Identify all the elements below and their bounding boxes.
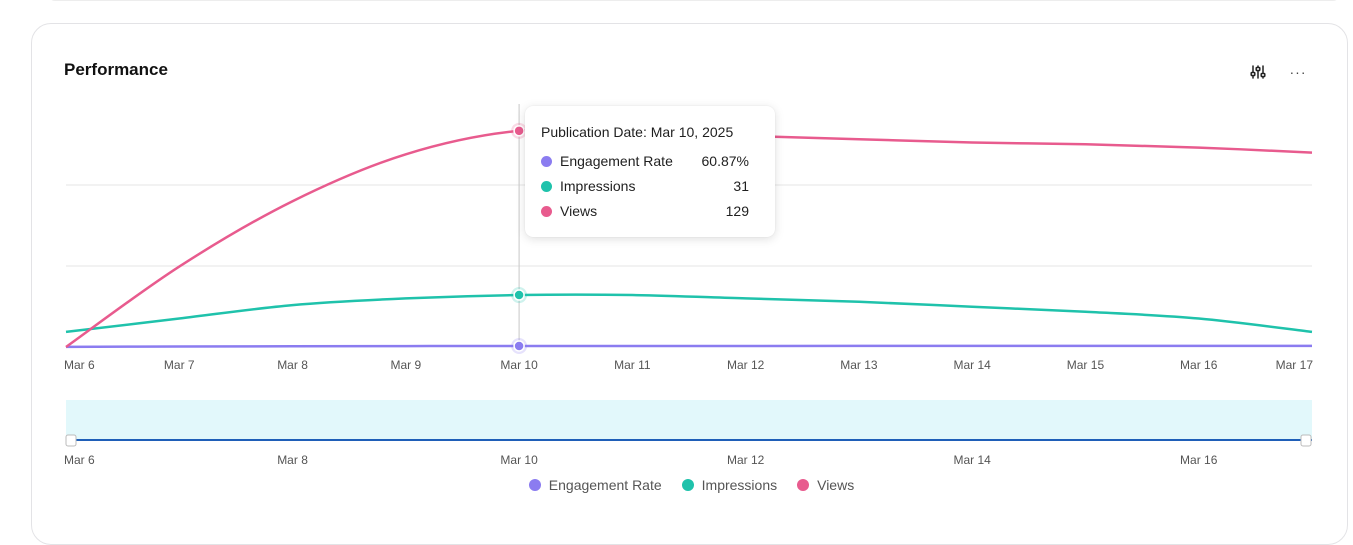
legend-label: Engagement Rate: [548, 477, 662, 493]
point-views: [513, 125, 525, 137]
x-tick-label: Mar 8: [277, 358, 308, 372]
series-line-engagement: [65, 344, 1313, 349]
x-tick-label: Mar 11: [614, 358, 651, 372]
tooltip-row-engagement: Engagement Rate 60.87%: [541, 152, 749, 170]
x-tick-label: Mar 17: [1276, 358, 1314, 372]
legend-item-engagement[interactable]: Engagement Rate: [528, 477, 662, 493]
series-line-impressions: [65, 293, 1313, 334]
tooltip-label: Engagement Rate: [560, 153, 673, 169]
engagement-dot-icon: [541, 155, 552, 167]
tooltip-value: 31: [733, 178, 749, 194]
x-tick-label: Mar 16: [1180, 358, 1218, 372]
tooltip-value: 60.87%: [701, 153, 749, 169]
tooltip-row-impressions: Impressions 31: [541, 177, 749, 195]
views-dot-icon: [797, 479, 810, 491]
views-dot-icon: [541, 205, 552, 217]
more-horizontal-icon[interactable]: ···: [1289, 64, 1307, 80]
brush-tick-label: Mar 10: [500, 453, 538, 467]
highlight-points: [511, 122, 528, 354]
tooltip-value: 129: [725, 203, 749, 219]
range-brush: Mar 6 Mar 8 Mar 10 Mar 12 Mar 14 Mar 16: [64, 400, 1312, 467]
engagement-dot-icon: [528, 479, 541, 491]
brush-area: [66, 400, 1312, 440]
tooltip-row-views: Views 129: [541, 202, 749, 220]
performance-chart: Mar 6 Mar 7 Mar 8 Mar 9 Mar 10 Mar 11 Mar 12 Ma…: [64, 104, 1313, 467]
legend-label: Views: [817, 477, 855, 493]
tooltip-title: Publication Date: Mar 10, 2025: [541, 124, 734, 140]
point-engagement: [513, 340, 525, 352]
x-axis: Mar 6 Mar 7 Mar 8 Mar 9 Mar 10 Mar 11 Mar 12 Ma…: [64, 358, 1313, 372]
impressions-dot-icon: [541, 180, 552, 192]
point-impressions: [513, 289, 525, 301]
x-tick-label: Mar 10: [500, 358, 538, 372]
legend-item-views[interactable]: Views: [797, 477, 854, 493]
tooltip-label: Impressions: [560, 178, 636, 194]
tooltip-label: Views: [560, 203, 598, 219]
brush-tick-label: Mar 12: [727, 453, 765, 467]
x-tick-label: Mar 12: [727, 358, 765, 372]
x-tick-label: Mar 9: [390, 358, 421, 372]
x-tick-label: Mar 7: [164, 358, 195, 372]
x-tick-label: Mar 13: [840, 358, 878, 372]
x-tick-label: Mar 6: [64, 358, 95, 372]
chart-legend: Engagement Rate Impressions Views: [0, 477, 1353, 493]
brush-tick-label: Mar 14: [954, 453, 992, 467]
brush-handle-left-icon[interactable]: [65, 434, 77, 447]
sliders-icon[interactable]: [1247, 61, 1269, 83]
x-tick-label: Mar 14: [954, 358, 992, 372]
brush-tick-label: Mar 16: [1180, 453, 1218, 467]
brush-tick-label: Mar 8: [277, 453, 308, 467]
impressions-dot-icon: [681, 479, 694, 491]
chart-tooltip: Publication Date: Mar 10, 2025 Engagemen…: [525, 106, 775, 237]
x-tick-label: Mar 15: [1067, 358, 1105, 372]
card-title: Performance: [64, 60, 168, 79]
brush-handle-right-icon[interactable]: [1300, 434, 1312, 447]
brush-tick-label: Mar 6: [64, 453, 95, 467]
legend-item-impressions[interactable]: Impressions: [681, 477, 778, 493]
legend-label: Impressions: [701, 477, 778, 493]
